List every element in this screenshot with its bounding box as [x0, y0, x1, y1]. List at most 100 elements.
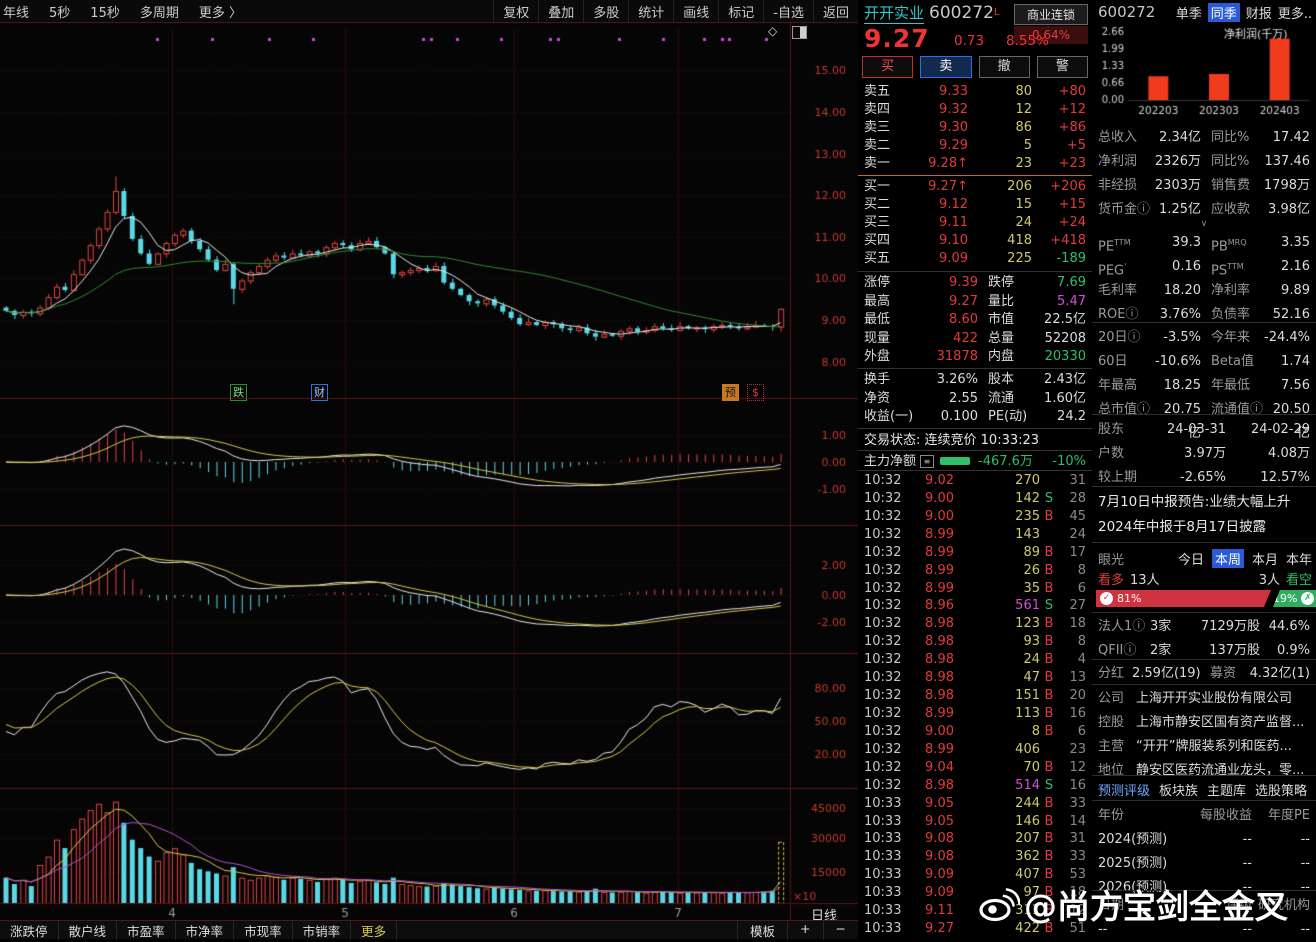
news-line[interactable]: 2024年中报于8月17日披露 — [1098, 519, 1267, 535]
toolbar-tool-item[interactable]: 复权 — [493, 0, 538, 23]
tick-volume: 514 — [1015, 777, 1040, 793]
level-price: 9.12 — [939, 197, 968, 212]
toolbar-period-item[interactable]: 年线 — [3, 5, 30, 21]
toolbar-tool-item[interactable]: -自选 — [763, 0, 813, 23]
order-book-row-sell[interactable]: 卖二 9.29 5 +5 — [858, 137, 1092, 155]
order-book-row-buy[interactable]: 买一 9.27↑ 206 +206 — [858, 178, 1092, 196]
toolbar-tool-item[interactable]: 画线 — [673, 0, 718, 23]
toolbar-tool-item[interactable]: 标记 — [718, 0, 763, 23]
price-change-pct: 8.55% — [1006, 33, 1049, 49]
performance-row-cell: -24.4% — [1264, 330, 1310, 345]
tick-volume: 89 — [1023, 544, 1040, 560]
trade-button-0[interactable]: 买 — [862, 56, 914, 78]
stat-value: 24.2 — [1057, 409, 1086, 425]
stat-value: 1.60亿 — [1044, 390, 1086, 406]
toolbar-period-item[interactable]: 5秒 — [49, 5, 71, 21]
tick-price: 8.98 — [925, 652, 954, 668]
divider — [1092, 684, 1316, 685]
tick-row: 10:32 8.99 89 B 17 — [858, 544, 1092, 562]
finance-tab[interactable]: 单季 — [1175, 6, 1202, 22]
forecast-header: 年份 每股收益 年度PE — [1092, 804, 1316, 828]
tick-list[interactable]: 10:32 9.02 270 31 10:32 9.00 142 S 28 10:32 9.00 23… — [858, 472, 1092, 938]
order-book-row-sell[interactable]: 卖四 9.32 12 +12 — [858, 101, 1092, 119]
tick-time: 10:32 — [864, 473, 902, 488]
finance-tab[interactable]: 同季 — [1207, 2, 1240, 22]
news-line[interactable]: 7月10日中报预告:业绩大幅上升 — [1098, 494, 1291, 510]
company-row: 控股 上海市静安区国有资产监督... — [1092, 711, 1316, 735]
indicator-tab[interactable]: 市净率 — [176, 920, 235, 940]
indicator-tab[interactable]: 市销率 — [293, 920, 352, 940]
list-icon[interactable]: ≡ — [920, 454, 935, 468]
level-delta: +206 — [1050, 179, 1086, 194]
main-force-row[interactable]: 主力净额 ≡ -467.6万 -10% — [858, 452, 1092, 471]
tick-direction: B — [1044, 705, 1054, 721]
finance-tab[interactable]: 财报 — [1245, 6, 1272, 22]
tick-price: 9.27 — [925, 921, 954, 937]
forecast-tab[interactable]: 板块族 — [1159, 784, 1199, 799]
level-price: 9.33 — [939, 84, 968, 99]
tick-row: 10:33 9.11 311 B 12 — [858, 902, 1092, 920]
stock-name[interactable]: 开开实业 — [864, 4, 925, 24]
finance-tab[interactable]: 更多.. — [1277, 6, 1312, 22]
trade-button-2[interactable]: 撤 — [978, 56, 1030, 78]
toolbar-period-item[interactable]: 多周期 — [139, 5, 179, 21]
forecast-tab[interactable]: 选股策略 — [1255, 784, 1308, 799]
order-book-row-sell[interactable]: 卖五 9.33 80 +80 — [858, 83, 1092, 101]
forecast-row-cell: 2026(预测) — [1098, 880, 1168, 895]
sentiment-tab[interactable]: 本年 — [1285, 552, 1312, 568]
toolbar-period-item[interactable]: 更多 〉 — [198, 5, 242, 21]
performance-row-cell: -10.6% — [1155, 354, 1201, 369]
divider — [1092, 800, 1316, 801]
indicator-tab[interactable]: 更多 — [351, 920, 398, 940]
indicator-tab[interactable]: 散户线 — [59, 920, 118, 940]
company-row-cell: 控股 — [1098, 715, 1125, 730]
order-book-row-sell[interactable]: 卖一 9.28↑ 23 +23 — [858, 155, 1092, 173]
indicator-tab[interactable]: 市现率 — [234, 920, 293, 940]
tick-time: 10:32 — [864, 723, 902, 739]
tick-count: 31 — [1069, 473, 1086, 488]
tick-time: 10:33 — [864, 795, 902, 811]
level-price: 9.27↑ — [928, 179, 968, 194]
order-book-row-buy[interactable]: 买五 9.09 225 -189 — [858, 250, 1092, 268]
event-marker-跌[interactable]: 跌 — [230, 384, 247, 401]
event-marker-$[interactable]: $ — [747, 384, 764, 401]
chart-control[interactable]: 模板 — [737, 920, 787, 940]
tick-time: 10:32 — [864, 616, 902, 632]
toolbar-tool-item[interactable]: 返回 — [812, 0, 858, 23]
valuation-row-cell: 2.16 — [1281, 259, 1310, 274]
toolbar-tool-item[interactable]: 叠加 — [538, 0, 583, 23]
forecast-tab[interactable]: 主题库 — [1207, 784, 1247, 799]
valuation-row-cell: 毛利率 — [1098, 283, 1138, 298]
industry-box[interactable]: 商业连锁 0.64% — [1014, 4, 1088, 44]
trade-button-1[interactable]: 卖 — [920, 56, 972, 78]
order-book-row-buy[interactable]: 买三 9.11 24 +24 — [858, 214, 1092, 232]
event-marker-预[interactable]: 预 — [722, 384, 739, 401]
toolbar-tool-item[interactable]: 统计 — [628, 0, 673, 23]
order-book-row-buy[interactable]: 买二 9.12 15 +15 — [858, 196, 1092, 214]
order-book-row-buy[interactable]: 买四 9.10 418 +418 — [858, 232, 1092, 250]
news-lines[interactable]: 7月10日中报预告:业绩大幅上升 2024年中报于8月17日披露 — [1092, 490, 1316, 540]
sentiment-tab[interactable]: 本周 — [1211, 548, 1244, 568]
trade-button-3[interactable]: 警 — [1036, 56, 1088, 78]
level-price: 9.30 — [939, 120, 968, 135]
indicator-tab[interactable]: 市盈率 — [117, 920, 176, 940]
tick-time: 10:32 — [864, 508, 902, 524]
industry-name[interactable]: 商业连锁 — [1014, 4, 1088, 25]
chart-control[interactable]: + — [787, 920, 822, 940]
sentiment-tab[interactable]: 本月 — [1251, 552, 1278, 568]
indicator-tab[interactable]: 涨跌停 — [0, 920, 59, 940]
event-marker-财[interactable]: 财 — [311, 384, 328, 401]
forecast-tab[interactable]: 预测评级 — [1098, 780, 1151, 801]
sentiment-tab[interactable]: 今日 — [1177, 552, 1204, 568]
window-split-icon[interactable] — [792, 26, 807, 39]
expand-chevron-icon[interactable]: ∨ — [1200, 219, 1208, 229]
tick-count: 31 — [1069, 831, 1086, 847]
performance-row-cell: 1.74 — [1281, 354, 1310, 369]
toolbar-period-item[interactable]: 15秒 — [90, 5, 120, 21]
chart-control[interactable]: − — [822, 920, 858, 940]
tick-count: 33 — [1069, 849, 1086, 865]
tick-count: 4 — [1077, 652, 1086, 668]
toolbar-tool-item[interactable]: 多股 — [583, 0, 628, 23]
candlestick-chart-canvas[interactable] — [0, 22, 858, 920]
order-book-row-sell[interactable]: 卖三 9.30 86 +86 — [858, 119, 1092, 137]
